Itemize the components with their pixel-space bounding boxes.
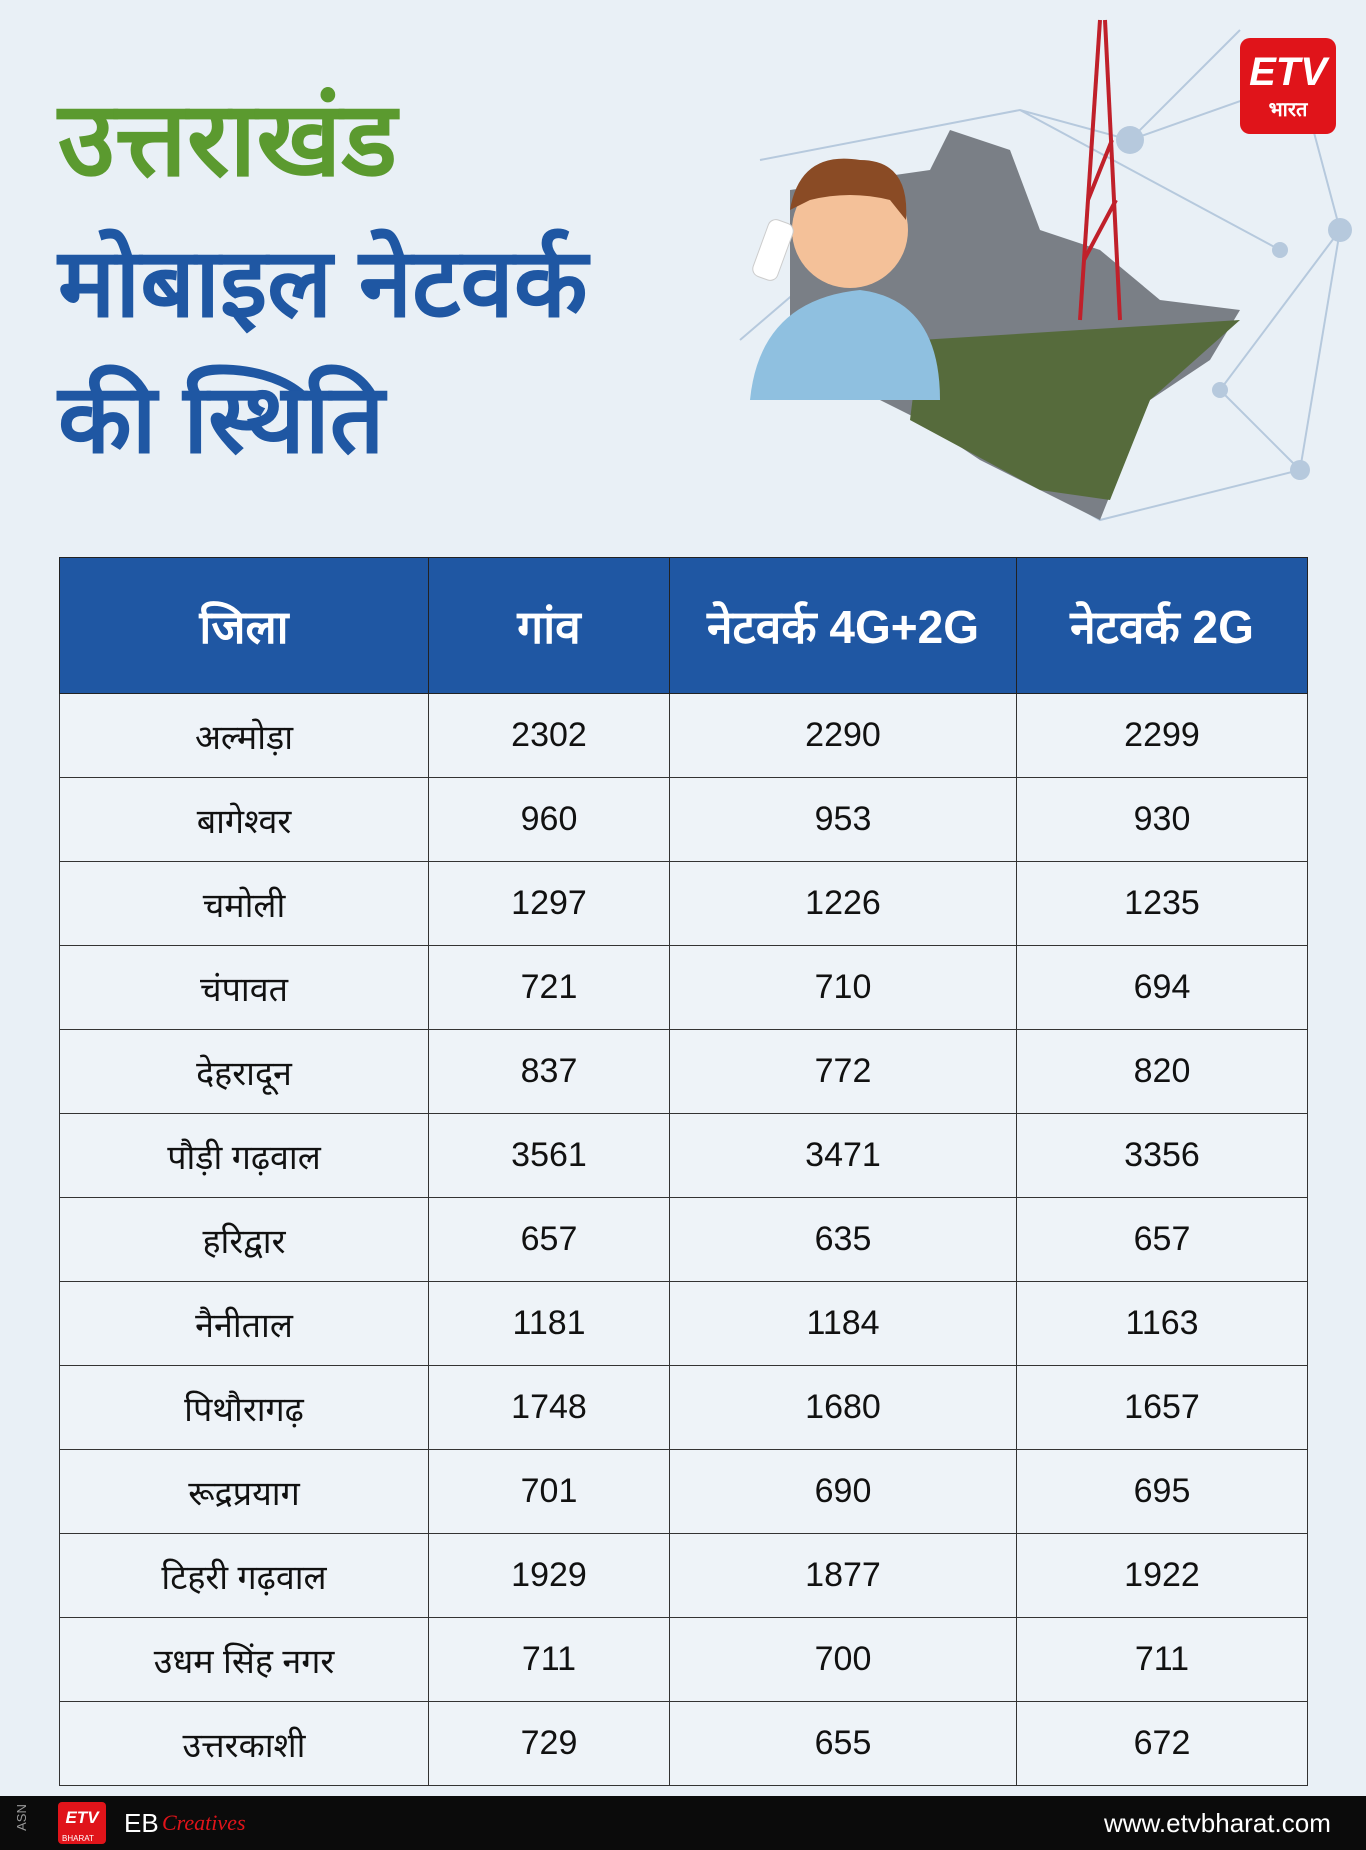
code: ASN <box>13 1804 29 1831</box>
illustration <box>739 19 1352 522</box>
cell-number: 690 <box>669 1449 1017 1534</box>
cell-district: रूद्रप्रयाग <box>59 1449 429 1534</box>
column-header: नेटवर्क 4G+2G <box>669 557 1017 694</box>
title-line: उत्तराखंड <box>58 82 398 198</box>
cell-number: 1184 <box>669 1281 1017 1366</box>
website: www.etvbharat.com <box>1104 1808 1331 1838</box>
column-header: जिला <box>59 557 429 694</box>
table-row: नैनीताल 1181 1184 1163 <box>59 1281 1308 1366</box>
cell-district: नैनीताल <box>59 1281 429 1366</box>
table-body: अल्मोड़ा 2302 2290 2299 बागेश्वर 960 953 930 चमो… <box>59 693 1308 1786</box>
cell-number: 930 <box>1016 777 1308 862</box>
cell-number: 1680 <box>669 1365 1017 1450</box>
table-row: चंपावत 721 710 694 <box>59 945 1308 1030</box>
footer-logo-name: BHARAT <box>62 1834 94 1843</box>
title-line: मोबाइल नेटवर्क <box>58 230 588 337</box>
cell-number: 657 <box>1016 1197 1308 1282</box>
logo-name: भारत <box>1268 99 1308 121</box>
cell-district: अल्मोड़ा <box>59 693 429 778</box>
table-row: उधम सिंह नगर 711 700 711 <box>59 1617 1308 1702</box>
cell-number: 1163 <box>1016 1281 1308 1366</box>
cell-number: 695 <box>1016 1449 1308 1534</box>
cell-number: 953 <box>669 777 1017 862</box>
cell-number: 655 <box>669 1701 1017 1786</box>
cell-number: 1226 <box>669 861 1017 946</box>
cell-number: 711 <box>428 1617 670 1702</box>
cell-number: 2290 <box>669 693 1017 778</box>
cell-number: 2302 <box>428 693 670 778</box>
table-row: पौड़ी गढ़वाल 3561 3471 3356 <box>59 1113 1308 1198</box>
cell-number: 721 <box>428 945 670 1030</box>
brand-script: Creatives <box>162 1810 246 1835</box>
cell-number: 729 <box>428 1701 670 1786</box>
logo-mark: ETV <box>1249 50 1327 94</box>
cell-district: देहरादून <box>59 1029 429 1114</box>
header-row: जिला गांव नेटवर्क 4G+2G नेटवर्क 2G <box>59 557 1308 694</box>
cell-number: 672 <box>1016 1701 1308 1786</box>
data-table: जिला गांव नेटवर्क 4G+2G नेटवर्क 2G अल्मोड़ा… <box>59 557 1308 1786</box>
logo: ETV भारत <box>1240 38 1336 134</box>
cell-number: 3561 <box>428 1113 670 1198</box>
cell-number: 710 <box>669 945 1017 1030</box>
cell-number: 657 <box>428 1197 670 1282</box>
title-line: की स्थिति <box>58 366 385 473</box>
table-row: बागेश्वर 960 953 930 <box>59 777 1308 862</box>
cell-district: पौड़ी गढ़वाल <box>59 1113 429 1198</box>
cell-number: 1181 <box>428 1281 670 1366</box>
table-row: अल्मोड़ा 2302 2290 2299 <box>59 693 1308 778</box>
cell-district: टिहरी गढ़वाल <box>59 1533 429 1618</box>
cell-district: उधम सिंह नगर <box>59 1617 429 1702</box>
cell-number: 820 <box>1016 1029 1308 1114</box>
table-row: देहरादून 837 772 820 <box>59 1029 1308 1114</box>
cell-district: चंपावत <box>59 945 429 1030</box>
cell-district: पिथौरागढ़ <box>59 1365 429 1450</box>
table-row: टिहरी गढ़वाल 1929 1877 1922 <box>59 1533 1308 1618</box>
cell-district: चमोली <box>59 861 429 946</box>
footer-logo: ETV <box>58 1802 106 1844</box>
cell-number: 1297 <box>428 861 670 946</box>
table-row: पिथौरागढ़ 1748 1680 1657 <box>59 1365 1308 1450</box>
cell-number: 700 <box>669 1617 1017 1702</box>
column-header: गांव <box>428 557 670 694</box>
cell-number: 1929 <box>428 1533 670 1618</box>
table-row: हरिद्वार 657 635 657 <box>59 1197 1308 1282</box>
cell-number: 1922 <box>1016 1533 1308 1618</box>
cell-number: 837 <box>428 1029 670 1114</box>
cell-number: 694 <box>1016 945 1308 1030</box>
cell-number: 3356 <box>1016 1113 1308 1198</box>
cell-number: 1877 <box>669 1533 1017 1618</box>
footer: ASN ETV BHARAT EB Creatives www.etvbhara… <box>0 1796 1366 1850</box>
cell-number: 3471 <box>669 1113 1017 1198</box>
table-row: रूद्रप्रयाग 701 690 695 <box>59 1449 1308 1534</box>
cell-number: 1748 <box>428 1365 670 1450</box>
cell-district: उत्तरकाशी <box>59 1701 429 1786</box>
brand: EB <box>124 1808 159 1838</box>
cell-number: 2299 <box>1016 693 1308 778</box>
cell-number: 1657 <box>1016 1365 1308 1450</box>
column-header: नेटवर्क 2G <box>1016 557 1308 694</box>
cell-number: 960 <box>428 777 670 862</box>
cell-number: 701 <box>428 1449 670 1534</box>
table-row: उत्तरकाशी 729 655 672 <box>59 1701 1308 1786</box>
cell-number: 711 <box>1016 1617 1308 1702</box>
cell-district: बागेश्वर <box>59 777 429 862</box>
cell-number: 772 <box>669 1029 1017 1114</box>
table-row: चमोली 1297 1226 1235 <box>59 861 1308 946</box>
cell-district: हरिद्वार <box>59 1197 429 1282</box>
cell-number: 635 <box>669 1197 1017 1282</box>
cell-number: 1235 <box>1016 861 1308 946</box>
